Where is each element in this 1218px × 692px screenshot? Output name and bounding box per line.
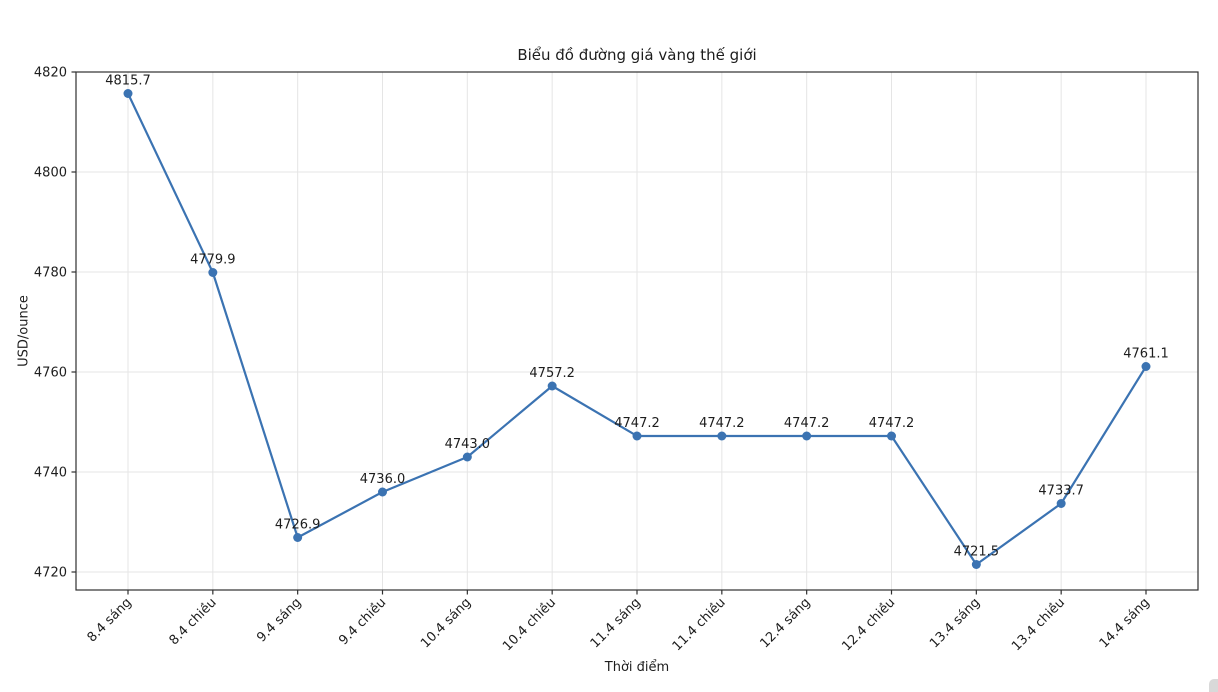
y-tick-label: 4800 xyxy=(34,166,67,181)
x-tick-label: 11.4 sáng xyxy=(588,595,644,651)
data-point-marker xyxy=(632,431,642,441)
x-tick-label: 11.4 chiều xyxy=(670,595,729,654)
data-point-marker xyxy=(971,560,981,569)
data-point-marker xyxy=(1141,362,1151,371)
point-value-label: 4815.7 xyxy=(105,74,151,89)
point-value-label: 4743.0 xyxy=(445,437,491,452)
x-tick-label: 13.4 sáng xyxy=(927,595,983,651)
y-tick-label: 4780 xyxy=(34,266,67,281)
point-value-label: 4721.5 xyxy=(954,545,1000,560)
chart-title: Biểu đồ đường giá vàng thế giới xyxy=(517,46,757,64)
point-value-label: 4736.0 xyxy=(360,472,406,487)
y-tick-label: 4820 xyxy=(34,66,67,81)
data-point-marker xyxy=(462,452,472,462)
point-value-label: 4761.1 xyxy=(1123,347,1169,362)
x-tick-label: 8.4 sáng xyxy=(85,595,135,645)
x-tick-label: 12.4 sáng xyxy=(757,595,813,651)
data-point-marker xyxy=(378,487,387,497)
x-axis-label: Thời điểm xyxy=(604,660,670,675)
data-point-marker xyxy=(802,431,812,441)
point-value-label: 4747.2 xyxy=(869,416,915,431)
y-tick-label: 4760 xyxy=(34,366,67,381)
x-tick-label: 12.4 chiều xyxy=(839,595,898,654)
y-axis-label: USD/ounce xyxy=(16,295,32,367)
point-value-label: 4747.2 xyxy=(614,416,660,431)
data-point-marker xyxy=(208,268,218,277)
point-value-label: 4747.2 xyxy=(699,416,745,431)
x-tick-label: 9.4 chiều xyxy=(336,595,389,648)
point-value-label: 4757.2 xyxy=(529,366,575,381)
y-tick-label: 4740 xyxy=(34,466,67,481)
x-tick-label: 10.4 chiều xyxy=(500,595,559,654)
x-tick-label: 10.4 sáng xyxy=(418,595,474,651)
data-point-marker xyxy=(887,431,896,441)
x-tick-label: 14.4 sáng xyxy=(1097,595,1153,651)
point-value-label: 4726.9 xyxy=(275,518,321,533)
point-value-label: 4733.7 xyxy=(1038,484,1084,499)
scrollbar-corner-artifact xyxy=(1209,679,1218,692)
x-tick-label: 13.4 chiều xyxy=(1009,595,1068,654)
point-value-label: 4747.2 xyxy=(784,416,830,431)
x-tick-label: 8.4 chiều xyxy=(167,595,220,648)
point-value-label: 4779.9 xyxy=(190,253,236,268)
data-point-marker xyxy=(123,89,133,98)
x-tick-label: 9.4 sáng xyxy=(254,595,304,645)
data-point-marker xyxy=(1056,499,1066,508)
data-point-marker xyxy=(293,533,303,542)
y-tick-label: 4720 xyxy=(34,566,67,581)
data-point-marker xyxy=(717,431,727,441)
data-point-marker xyxy=(547,381,557,391)
